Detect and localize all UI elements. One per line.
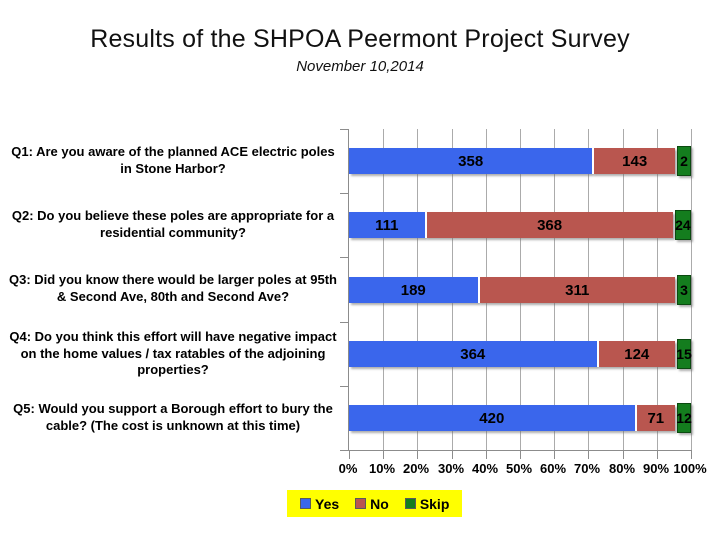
bar-value-label: 189	[400, 281, 426, 299]
bar-segment-yes: 364	[349, 341, 597, 367]
x-tick-label: 50%	[505, 461, 533, 476]
x-tick-label: 80%	[608, 461, 636, 476]
bar-row: 364 124 15	[349, 339, 692, 369]
x-axis-tick	[657, 450, 658, 459]
bar-value-label: 143	[622, 152, 648, 170]
x-tick-label: 70%	[573, 461, 601, 476]
bar-value-label: 2	[680, 153, 688, 169]
chart-title: Results of the SHPOA Peermont Project Su…	[90, 25, 630, 53]
bar-segment-no: 311	[477, 277, 675, 303]
legend-label: No	[370, 495, 389, 512]
bar-row: 111 368 24	[349, 210, 691, 240]
bar-row: 420 71 12	[349, 403, 692, 433]
chart-legend: Yes No Skip	[287, 490, 463, 517]
bar-segment-no: 71	[634, 405, 675, 431]
question-label: Q3: Did you know there would be larger p…	[9, 272, 337, 304]
bar-value-label: 3	[680, 282, 688, 298]
x-tick-label: 100%	[673, 461, 707, 476]
bar-value-label: 420	[479, 409, 505, 427]
x-axis-tick	[349, 450, 350, 459]
y-axis-tick	[340, 129, 349, 130]
legend-label: Skip	[419, 495, 450, 512]
y-axis-tick	[340, 257, 349, 258]
legend-item: No	[355, 496, 389, 512]
bar-value-label: 12	[676, 410, 692, 426]
question-label: Q1: Are you aware of the planned ACE ele…	[11, 144, 335, 176]
bar-value-label: 24	[675, 217, 691, 233]
question-label: Q5: Would you support a Borough effort t…	[13, 401, 333, 433]
y-axis-tick	[340, 450, 349, 451]
bar-segment-no: 124	[596, 341, 675, 367]
bar-value-label: 358	[458, 152, 484, 170]
bar-value-label: 368	[537, 216, 563, 234]
bar-value-label: 71	[647, 409, 665, 427]
bar-row: 189 311 3	[349, 275, 691, 305]
x-tick-label: 60%	[539, 461, 567, 476]
legend-item: Yes	[300, 496, 339, 512]
bar-value-label: 111	[375, 216, 399, 234]
bar-value-label: 311	[565, 281, 590, 299]
y-axis-tick	[340, 193, 349, 194]
bar-segment-skip: 15	[676, 339, 692, 369]
x-axis-tick	[691, 450, 692, 459]
bar-segment-no: 368	[424, 212, 673, 238]
gridline	[691, 129, 692, 450]
x-axis-tick	[554, 450, 555, 459]
x-axis-tick	[623, 450, 624, 459]
legend-swatch-skip	[404, 498, 416, 509]
bar-segment-skip: 24	[674, 210, 691, 240]
x-tick-label: 30%	[437, 461, 465, 476]
x-axis-tick	[417, 450, 418, 459]
x-axis-tick	[588, 450, 589, 459]
bar-segment-yes: 358	[349, 148, 593, 174]
x-axis-tick	[383, 450, 384, 459]
x-tick-label: 20%	[402, 461, 430, 476]
bar-value-label: 15	[676, 346, 692, 362]
bar-segment-skip: 3	[677, 275, 691, 305]
bar-value-label: 124	[624, 345, 650, 363]
bar-segment-skip: 2	[677, 146, 691, 176]
bar-segment-no: 143	[592, 148, 675, 174]
x-tick-label: 10%	[368, 461, 396, 476]
legend-swatch-yes	[300, 498, 311, 509]
x-tick-label: 0%	[338, 461, 358, 476]
plot-area: 358 143 2 111 368 24 189 311 3 364 124 15 420 71 12	[340, 129, 692, 459]
x-tick-label: 90%	[642, 461, 670, 476]
x-tick-label: 40%	[471, 461, 499, 476]
bar-segment-yes: 111	[349, 212, 425, 238]
bar-value-label: 364	[460, 345, 486, 363]
x-axis-tick	[486, 450, 487, 459]
bar-row: 358 143 2	[349, 146, 691, 176]
legend-swatch-no	[355, 498, 367, 509]
legend-item: Skip	[404, 495, 450, 512]
x-axis-tick	[520, 450, 521, 459]
x-axis-tick	[452, 450, 453, 459]
question-label: Q2: Do you believe these poles are appro…	[11, 208, 335, 240]
question-label: Q4: Do you think this effort will have n…	[9, 328, 337, 378]
y-axis-tick	[340, 322, 349, 323]
y-axis-tick	[340, 386, 349, 387]
bar-segment-yes: 420	[349, 405, 635, 431]
bar-segment-skip: 12	[676, 403, 692, 433]
legend-label: Yes	[315, 495, 340, 512]
bar-segment-yes: 189	[349, 277, 478, 303]
chart-subtitle: November 10,2014	[296, 58, 424, 75]
